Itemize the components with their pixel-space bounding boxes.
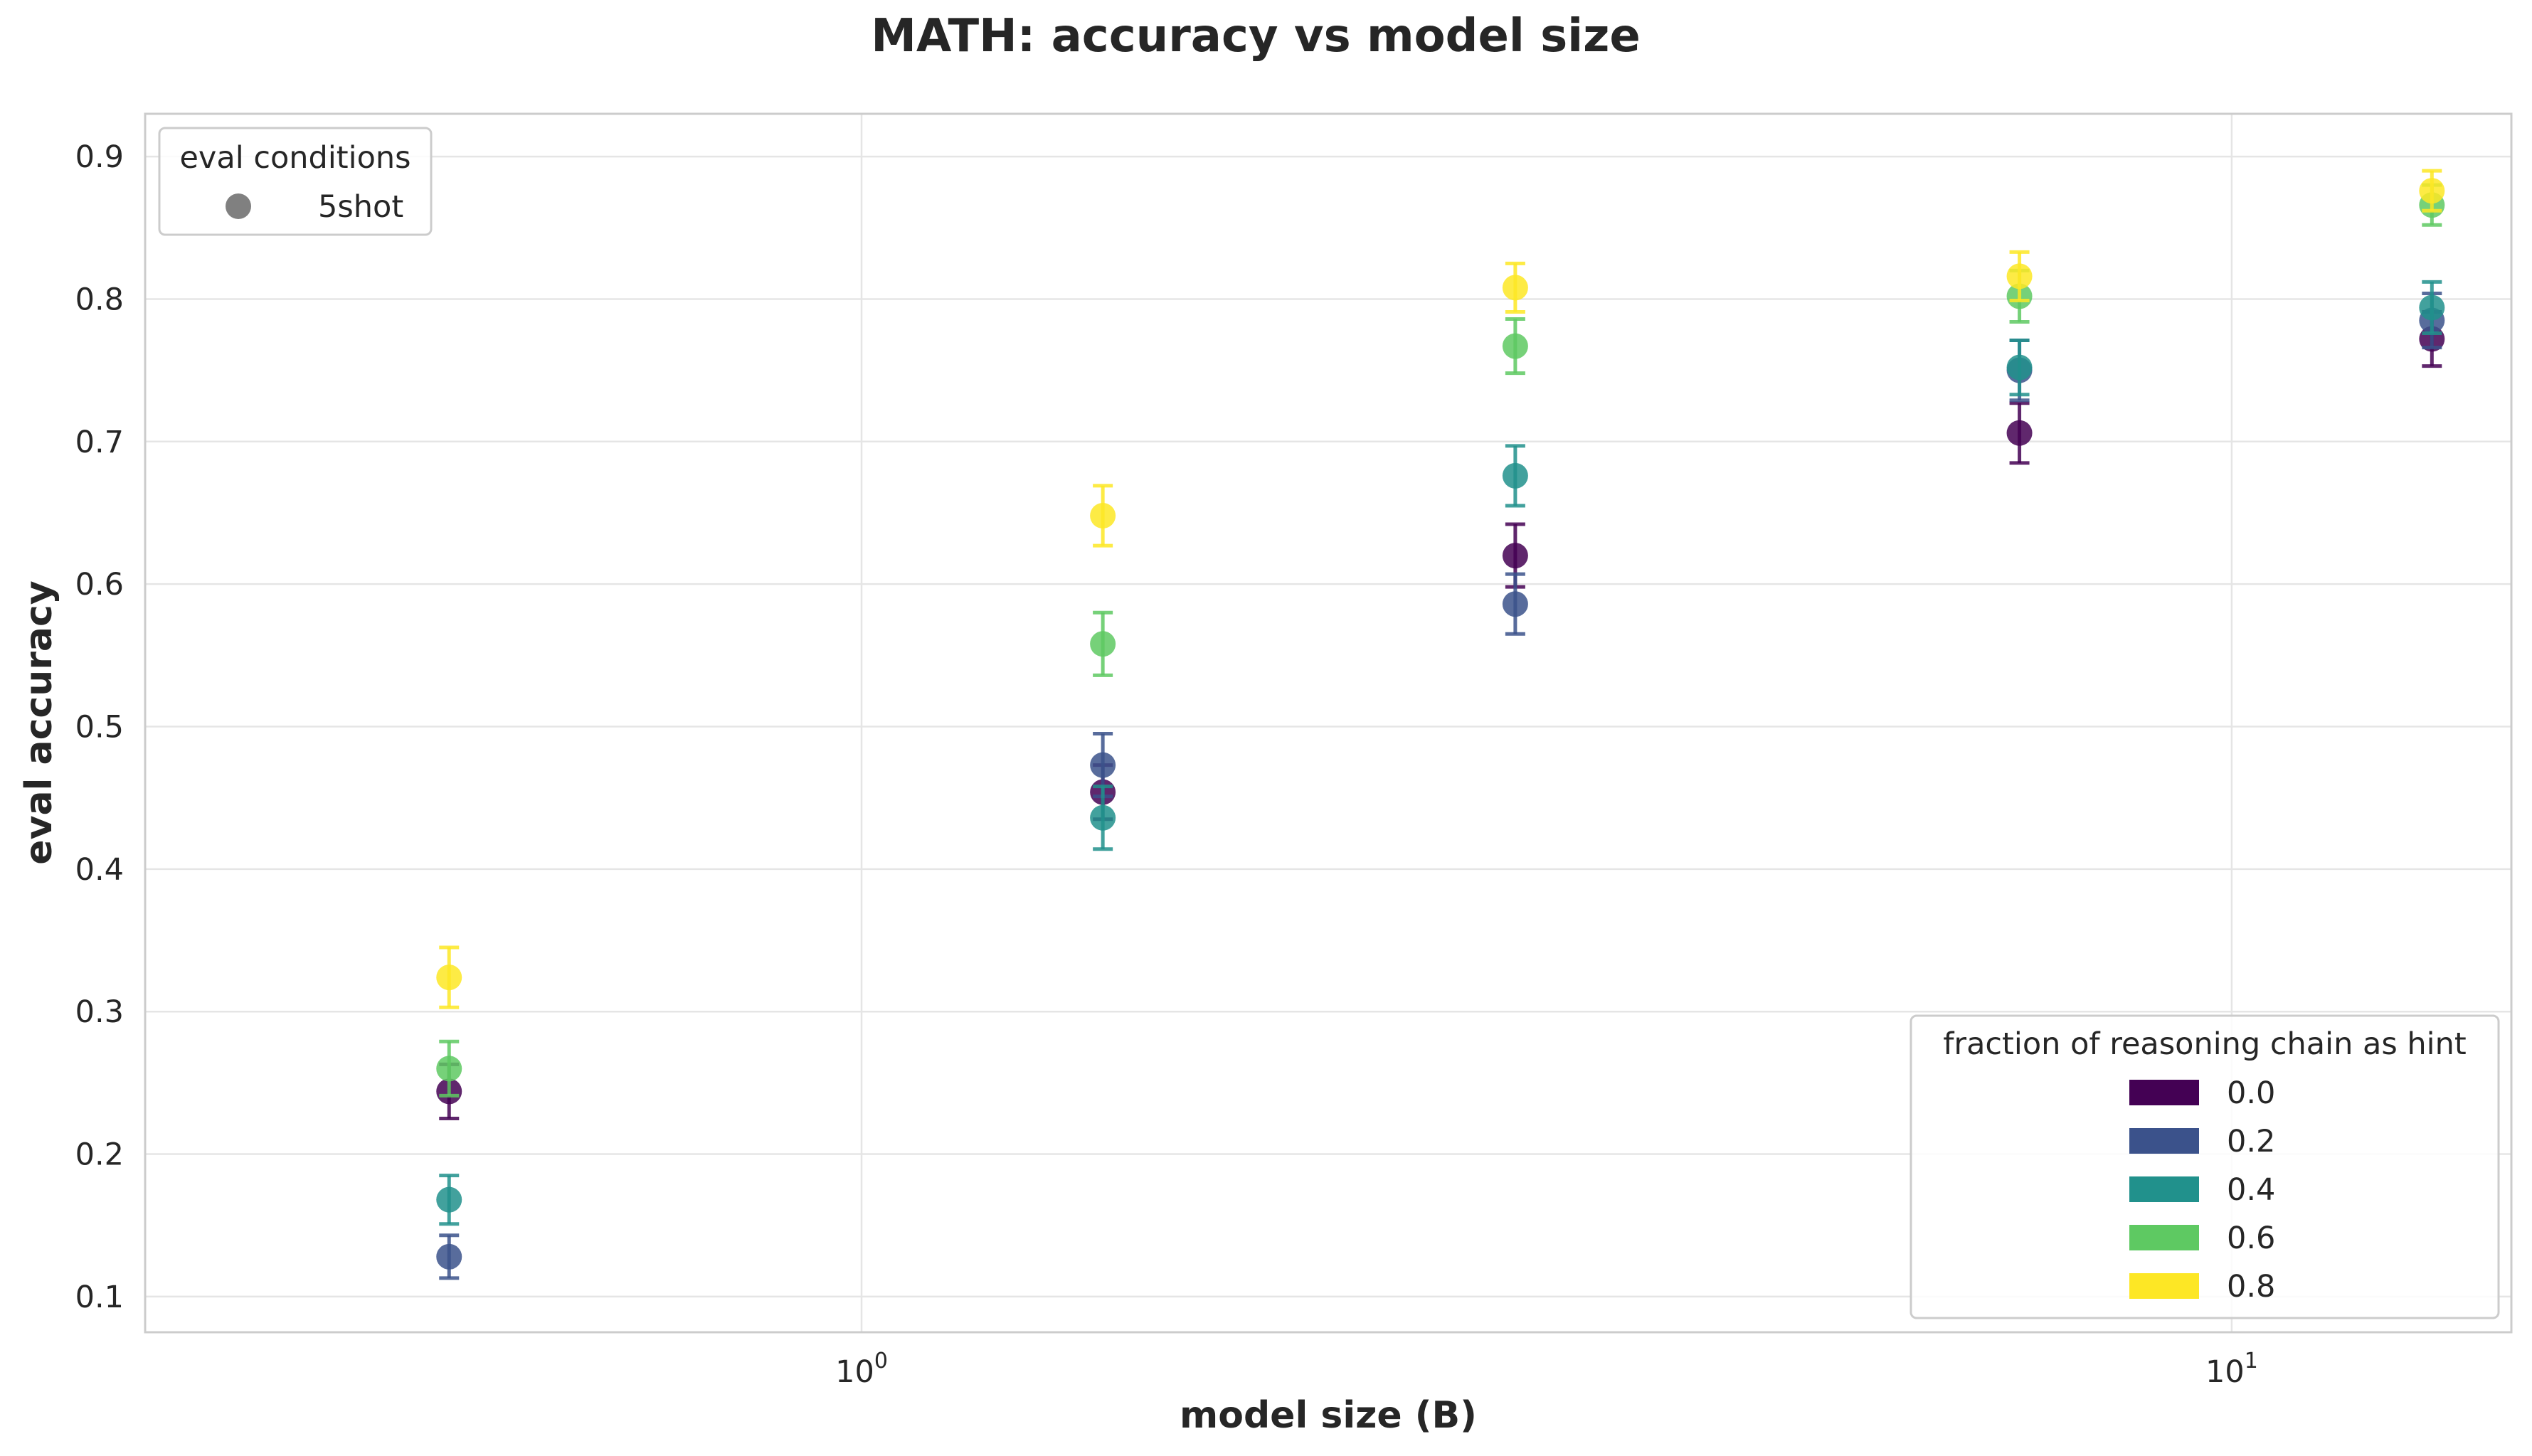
- data-layer: [436, 169, 2445, 1280]
- legend-hint-fraction-title: fraction of reasoning chain as hint: [1943, 1026, 2466, 1062]
- data-point: [2419, 294, 2445, 321]
- legend-label: 0.0: [2227, 1075, 2275, 1111]
- data-point: [2006, 420, 2033, 446]
- grid-layer: [145, 114, 2511, 1332]
- y-tick-label: 0.1: [75, 1280, 124, 1315]
- x-axis-label: model size (B): [1180, 1394, 1477, 1437]
- data-point: [1090, 752, 1116, 778]
- data-point: [1502, 591, 1528, 617]
- y-axis-label: eval accuracy: [18, 580, 60, 864]
- legend-eval-conditions: eval conditions 5shot: [158, 127, 433, 236]
- legend-label: 0.6: [2227, 1221, 2275, 1256]
- data-point: [1502, 543, 1528, 569]
- data-point: [2006, 263, 2033, 289]
- data-point: [436, 1243, 462, 1270]
- data-point: [436, 965, 462, 991]
- y-tick-label: 0.7: [75, 425, 124, 460]
- legend-swatch: [2129, 1128, 2199, 1154]
- y-tick-label: 0.5: [75, 710, 124, 745]
- legend-label: 0.8: [2227, 1269, 2275, 1304]
- legend-label: 0.4: [2227, 1172, 2275, 1208]
- x-tick-exponent: 0: [874, 1349, 888, 1373]
- data-point: [436, 1056, 462, 1082]
- y-tick-label: 0.9: [75, 139, 124, 175]
- legend-eval-conditions-title: eval conditions: [179, 140, 410, 176]
- legend-hint-fraction: fraction of reasoning chain as hint 0.0 0…: [1909, 1014, 2500, 1319]
- data-point: [1502, 333, 1528, 359]
- x-tick-label: 101: [2205, 1349, 2258, 1390]
- data-point: [2419, 178, 2445, 204]
- plot-frame: [144, 112, 2513, 1334]
- legend-swatch: [2129, 1080, 2199, 1105]
- y-tick-label: 0.4: [75, 852, 124, 888]
- y-tick-labels: 0.1 0.2 0.3 0.4 0.5 0.6 0.7 0.8 0.9: [75, 139, 124, 1315]
- y-tick-label: 0.3: [75, 994, 124, 1030]
- x-tick-labels: 100 101: [835, 1349, 2258, 1390]
- series-0-0: [436, 309, 2445, 1120]
- legend-hint-fraction-box: [1909, 1014, 2500, 1319]
- y-tick-label: 0.2: [75, 1137, 124, 1173]
- chart-title: MATH: accuracy vs model size: [871, 10, 1641, 63]
- series-0-6: [436, 183, 2445, 1098]
- x-tick-exponent: 1: [2245, 1349, 2258, 1373]
- series-0-8: [436, 169, 2445, 1009]
- x-tick-label: 100: [835, 1349, 888, 1390]
- y-tick-label: 0.6: [75, 567, 124, 602]
- data-point: [1502, 275, 1528, 301]
- legend-swatch: [2129, 1273, 2199, 1299]
- data-point: [1502, 462, 1528, 489]
- data-point: [1090, 631, 1116, 657]
- legend-marker-5shot: [226, 193, 251, 219]
- legend-label: 5shot: [318, 189, 403, 225]
- legend-swatch: [2129, 1176, 2199, 1202]
- data-point: [1090, 804, 1116, 831]
- x-tick-base: 10: [2205, 1354, 2245, 1390]
- legend-label: 0.2: [2227, 1124, 2275, 1159]
- series-0-4: [436, 280, 2445, 1226]
- data-point: [1090, 502, 1116, 528]
- data-point: [2006, 354, 2033, 381]
- legend-swatch: [2129, 1225, 2199, 1250]
- y-tick-label: 0.8: [75, 282, 124, 317]
- x-tick-base: 10: [835, 1354, 874, 1390]
- data-point: [436, 1186, 462, 1213]
